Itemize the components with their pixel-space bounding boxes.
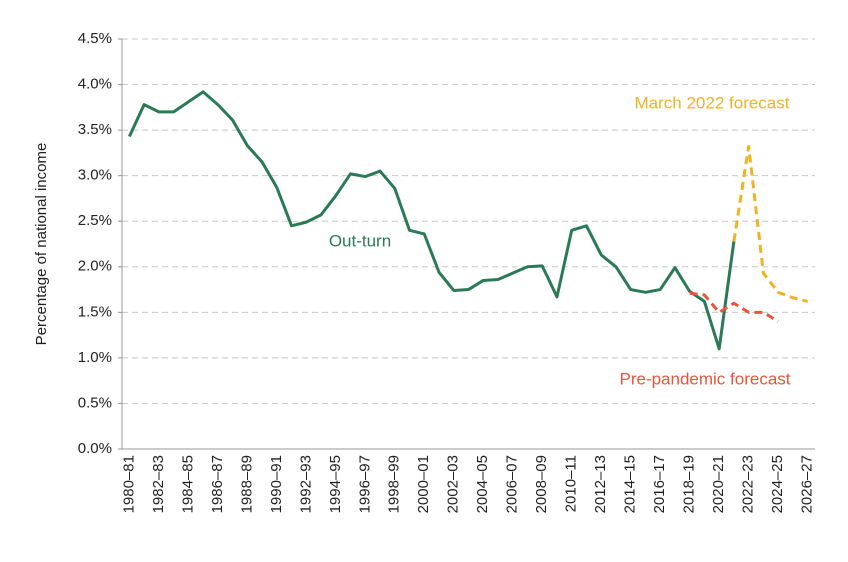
x-tick-label: 2002–03 bbox=[445, 455, 462, 513]
x-tick-label: 1992–93 bbox=[297, 455, 314, 513]
y-tick-label: 2.5% bbox=[78, 212, 112, 229]
x-tick-label: 2016–17 bbox=[651, 455, 668, 513]
x-tick-label: 1984–85 bbox=[179, 455, 196, 513]
y-tick-label: 4.5% bbox=[78, 30, 112, 47]
series-line bbox=[128, 90, 736, 351]
x-tick-label: 2024–25 bbox=[769, 455, 786, 513]
x-tick-label: 1986–87 bbox=[209, 455, 226, 513]
x-tick-label: 1982–83 bbox=[150, 455, 167, 513]
series-label: Out-turn bbox=[329, 231, 391, 250]
y-tick-label: 2.0% bbox=[78, 258, 112, 275]
x-tick-label: 2026–27 bbox=[799, 455, 816, 513]
x-tick-label: 2012–13 bbox=[592, 455, 609, 513]
x-tick-label: 2010–11 bbox=[563, 455, 580, 512]
y-tick-label: 4.0% bbox=[78, 76, 112, 93]
x-tick-label: 1980–81 bbox=[120, 455, 137, 513]
x-tick-label: 2020–21 bbox=[710, 455, 727, 513]
series-label: Pre-pandemic forecast bbox=[619, 369, 790, 388]
x-tick-label: 2008–09 bbox=[533, 455, 550, 513]
x-tick-label: 2006–07 bbox=[504, 455, 521, 513]
y-tick-label: 1.5% bbox=[78, 303, 112, 320]
y-tick-label: 3.0% bbox=[78, 167, 112, 184]
x-tick-label: 2018–19 bbox=[681, 455, 698, 513]
x-tick-label: 1996–97 bbox=[356, 455, 373, 513]
series-label: March 2022 forecast bbox=[635, 93, 790, 112]
x-tick-label: 1990–91 bbox=[268, 455, 285, 513]
x-tick-label: 1998–99 bbox=[386, 455, 403, 513]
x-tick-label: 1988–89 bbox=[238, 455, 255, 513]
x-tick-label: 1994–95 bbox=[327, 455, 344, 513]
series-line bbox=[689, 291, 779, 323]
x-tick-label: 2004–05 bbox=[474, 455, 491, 513]
y-tick-label: 0.5% bbox=[78, 394, 112, 411]
y-tick-label: 3.5% bbox=[78, 121, 112, 138]
y-axis-label: Percentage of national income bbox=[33, 143, 50, 346]
x-tick-label: 2022–23 bbox=[740, 455, 757, 513]
x-tick-label: 2000–01 bbox=[415, 455, 432, 513]
x-tick-label: 2014–15 bbox=[622, 455, 639, 513]
y-tick-label: 0.0% bbox=[78, 440, 112, 457]
series-line bbox=[732, 145, 808, 303]
y-tick-label: 1.0% bbox=[78, 349, 112, 366]
